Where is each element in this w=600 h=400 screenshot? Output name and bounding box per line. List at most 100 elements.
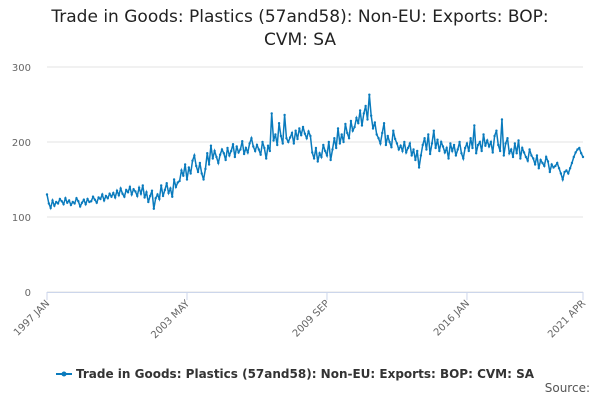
point [169, 187, 172, 190]
chart-title: Trade in Goods: Plastics (57and58): Non-… [51, 7, 549, 50]
series-line [46, 94, 584, 211]
point [99, 197, 102, 201]
point [393, 137, 397, 141]
point [526, 159, 529, 162]
point [207, 163, 211, 166]
point [447, 157, 450, 160]
point [476, 143, 480, 147]
point [504, 142, 507, 145]
point [276, 143, 279, 147]
point [430, 142, 434, 145]
point [259, 153, 262, 156]
point [532, 157, 535, 160]
point [572, 155, 575, 159]
point [416, 149, 419, 153]
point [141, 184, 144, 187]
point [189, 172, 192, 175]
point [97, 196, 100, 199]
point [552, 166, 555, 169]
point [327, 140, 331, 144]
point [533, 163, 537, 166]
point [183, 163, 187, 166]
point [161, 194, 165, 198]
point [497, 143, 500, 147]
point [235, 145, 238, 148]
point [550, 163, 553, 166]
point [152, 207, 156, 210]
point [480, 149, 483, 153]
point [364, 104, 367, 108]
point [451, 149, 454, 153]
point [544, 155, 548, 159]
point [108, 192, 111, 195]
point [508, 152, 511, 155]
point [436, 138, 439, 141]
point [211, 157, 214, 160]
point [329, 158, 332, 162]
point [90, 200, 93, 203]
point [543, 164, 546, 168]
point [487, 145, 491, 148]
y-tick-label: 100 [12, 213, 31, 224]
point [255, 143, 259, 147]
point [171, 195, 174, 198]
point [331, 148, 334, 151]
point [567, 172, 570, 175]
point [93, 198, 97, 201]
point [307, 130, 310, 133]
point [224, 158, 227, 162]
point [519, 157, 522, 160]
point [471, 146, 474, 150]
point [432, 129, 436, 132]
point [95, 201, 98, 204]
point [277, 122, 281, 125]
point [509, 148, 513, 151]
point [60, 200, 63, 203]
point [366, 118, 369, 121]
point [228, 154, 231, 157]
point [408, 142, 412, 145]
point [369, 114, 373, 117]
point [53, 204, 56, 207]
point [561, 178, 564, 181]
point [117, 194, 121, 197]
point [351, 129, 354, 132]
point [285, 137, 288, 140]
point [178, 179, 181, 183]
point [548, 170, 552, 174]
point [123, 195, 126, 198]
point [423, 137, 426, 140]
point [198, 161, 202, 165]
point [244, 146, 248, 150]
point [357, 122, 360, 125]
point [88, 200, 91, 204]
point [196, 170, 200, 174]
point [438, 149, 441, 153]
point [579, 152, 583, 155]
point [513, 142, 517, 145]
point [563, 170, 566, 174]
point [156, 193, 159, 196]
point [515, 152, 518, 155]
point [294, 129, 297, 132]
point [69, 203, 73, 207]
point [250, 137, 253, 140]
point [279, 134, 283, 138]
point [134, 190, 137, 193]
point [281, 142, 284, 145]
point [443, 151, 447, 154]
point [578, 146, 581, 150]
point [299, 134, 303, 137]
point [412, 148, 415, 151]
point [491, 151, 494, 154]
point [159, 184, 163, 187]
point [64, 197, 67, 200]
point [264, 157, 268, 160]
point [82, 198, 86, 201]
point [506, 137, 509, 140]
point [290, 131, 294, 135]
point [261, 140, 264, 144]
point [541, 161, 544, 165]
point [403, 140, 406, 144]
